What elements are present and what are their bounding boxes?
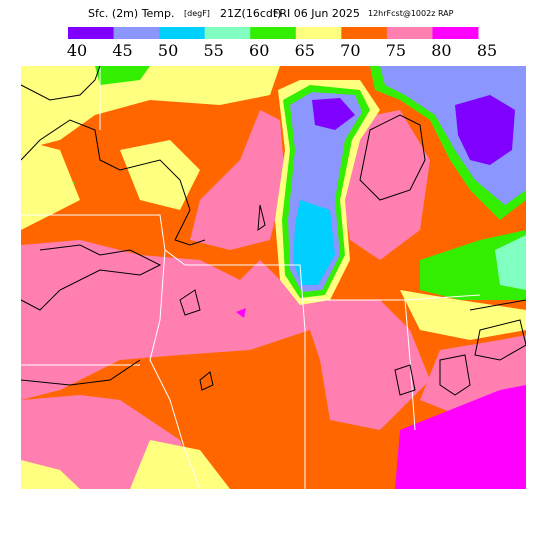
valid-time: 21Z(16cdt) [220,7,281,20]
colorbar-label: 85 [477,41,497,60]
region-60 [420,230,526,300]
region-75 [190,110,285,250]
colorbar-swatch [204,27,251,39]
colorbar-swatch [159,27,206,39]
colorbar-label: 75 [386,41,406,60]
region-80 [395,385,526,489]
region-40 [312,98,355,130]
forecast: 12hrFcst@1002z RAP [368,9,454,18]
colorbar-swatch [432,27,479,39]
contours [21,66,526,396]
colorbar-label: 40 [67,41,87,60]
region-65 [21,140,80,230]
region-65 [21,460,80,489]
map [21,66,526,489]
region-60 [95,66,150,85]
colorbar-label: 70 [340,41,360,60]
region-65 [130,440,230,489]
colorbar-label: 45 [112,41,132,60]
colorbar-swatch [341,27,388,39]
region-55 [495,235,526,290]
colorbar-swatch [295,27,342,39]
colorbar-label: 50 [158,41,178,60]
region-65 [120,140,200,210]
colorbar-label: 55 [203,41,223,60]
region-65 [21,66,280,150]
date: FRI 06 Jun 2025 [273,7,360,20]
state-borders [21,66,481,489]
title: Sfc. (2m) Temp. [88,7,175,20]
region-50 [293,200,335,285]
colorbar-swatch [113,27,160,39]
units: [degF] [184,9,210,18]
colorbar-label: 65 [295,41,315,60]
region-40 [455,95,515,165]
region-65 [400,290,526,340]
colorbar: 40 45 50 55 60 65 70 75 80 85 [67,27,497,60]
colorbar-swatch [386,27,433,39]
region-75 [300,300,430,430]
region-75 [21,240,310,400]
colorbar-label: 60 [249,41,269,60]
colorbar-swatch [68,27,115,39]
colorbar-swatch [250,27,297,39]
colorbar-label: 80 [431,41,451,60]
region-80 [236,308,246,318]
region-75 [340,110,430,260]
